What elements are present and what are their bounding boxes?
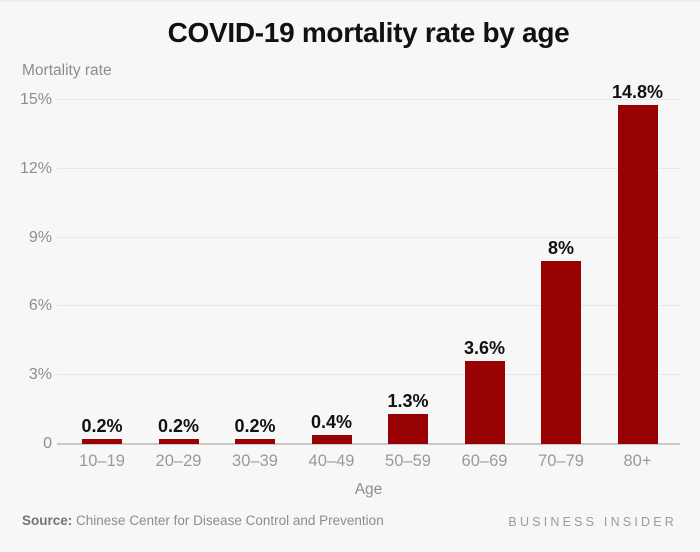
bar-value-label: 14.8% (611, 81, 664, 102)
bar-value-label: 3.6% (463, 338, 506, 359)
bar-70–79 (541, 260, 581, 444)
x-tick-label: 70–79 (538, 452, 584, 470)
gridline (57, 374, 680, 376)
x-tick-label: 50–59 (385, 452, 431, 470)
source-label: Source: (22, 513, 73, 528)
x-tick-label: 20–29 (155, 452, 202, 470)
bar-value-label: 0.2% (157, 416, 200, 437)
y-tick-label: 9% (28, 228, 52, 246)
y-tick-label: 3% (28, 366, 52, 384)
x-axis-line (57, 443, 680, 445)
bar-30–39 (235, 439, 275, 444)
gridline (57, 167, 680, 169)
gridline (57, 99, 680, 100)
x-tick-label: 40–49 (308, 452, 355, 470)
bar-80+ (617, 104, 658, 444)
source-text: Chinese Center for Disease Control and P… (76, 513, 384, 528)
y-tick-label: 12% (19, 159, 52, 177)
x-axis-title: Age (354, 481, 383, 498)
bar-value-label: 0.2% (234, 416, 276, 437)
bar-value-label: 0.2% (81, 416, 123, 437)
gridline (57, 305, 680, 307)
y-tick-label: 15% (19, 91, 52, 108)
gridline (57, 236, 680, 238)
x-tick-label: 30–39 (232, 452, 278, 470)
brand-logo: BUSINESS INSIDER (508, 515, 677, 529)
x-tick-label: 80+ (623, 452, 652, 470)
bar-40–49 (311, 434, 352, 444)
y-tick-label: 6% (28, 297, 52, 315)
bar-50–59 (388, 414, 428, 444)
chart-title: COVID-19 mortality rate by age (167, 17, 570, 48)
bar-60–69 (464, 361, 505, 444)
bar-10–19 (82, 439, 122, 444)
bar-value-label: 8% (547, 237, 574, 258)
bar-20–29 (158, 439, 199, 444)
y-axis-title: Mortality rate (22, 62, 112, 79)
y-tick-label: 0 (43, 435, 52, 452)
top-divider (0, 0, 700, 2)
bar-value-label: 1.3% (387, 391, 429, 412)
x-tick-label: 60–69 (461, 452, 508, 470)
source-note: Source: Chinese Center for Disease Contr… (22, 513, 384, 528)
x-tick-label: 10–19 (79, 452, 125, 470)
bar-value-label: 0.4% (310, 411, 353, 432)
